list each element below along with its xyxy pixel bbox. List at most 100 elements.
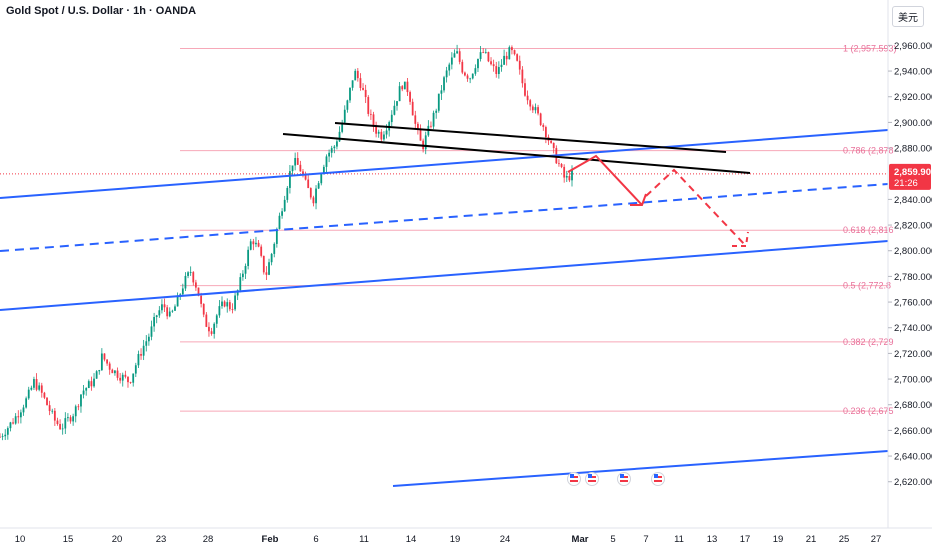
candle-body [375, 126, 378, 134]
candle-body [260, 246, 263, 256]
candle-body [529, 100, 532, 107]
candle-body [234, 295, 236, 310]
candle-body [380, 131, 383, 140]
candle-body [398, 86, 401, 102]
y-tick-label: 2,700.000 [894, 375, 932, 386]
x-tick-label: 19 [450, 534, 461, 545]
candle-body [93, 378, 95, 387]
x-tick-label: Feb [262, 534, 279, 545]
candle-body [77, 406, 80, 408]
candle-body [210, 331, 213, 334]
candle-body [333, 146, 336, 149]
candle-body [163, 304, 166, 308]
upper-channel-line [0, 129, 889, 199]
candle-body [571, 169, 573, 181]
candle-body [1, 436, 4, 438]
candle-body [249, 241, 252, 250]
fib-label: 0.5 (2,772.8 [843, 281, 891, 291]
current-price-label: 2,859.905 [894, 167, 932, 178]
x-tick-label: 11 [359, 534, 369, 545]
candle-body [563, 166, 566, 178]
y-tick-label: 2,900.000 [894, 118, 932, 129]
candle-body [147, 336, 150, 342]
candle-body [119, 377, 122, 381]
x-tick-label: 19 [773, 534, 784, 545]
candle-body [283, 199, 286, 212]
candle-body [127, 376, 129, 383]
candle-body [108, 363, 111, 370]
x-tick-label: Mar [572, 534, 589, 545]
countdown-label: 21:26 [894, 178, 918, 189]
candle-body [325, 156, 328, 167]
candle-body [273, 243, 276, 254]
candle-body [424, 135, 427, 150]
candle-body [544, 127, 547, 138]
candle-body [129, 382, 132, 383]
candle-body [6, 428, 9, 435]
y-tick-label: 2,960.000 [894, 41, 932, 52]
event-flag-icon [585, 472, 599, 486]
candle-body [53, 410, 56, 421]
candle-body [560, 164, 563, 167]
candle-body [124, 374, 127, 377]
y-tick-label: 2,640.000 [894, 452, 932, 463]
x-tick-label: 24 [500, 534, 511, 545]
candle-body [343, 109, 346, 123]
event-flag-stripe [654, 480, 662, 482]
candle-body [341, 122, 344, 132]
candle-body [393, 105, 396, 115]
candle-body [511, 47, 513, 51]
y-tick-label: 2,660.000 [894, 426, 932, 437]
candle-body [419, 128, 422, 141]
candle-body [456, 51, 458, 54]
x-tick-label: 20 [112, 534, 123, 545]
candle-body [448, 64, 451, 71]
candle-body [64, 418, 67, 429]
x-tick-label: 23 [156, 534, 167, 545]
event-flag-canton [588, 474, 592, 478]
candle-body [278, 215, 281, 229]
event-flag-canton [570, 474, 574, 478]
candle-body [336, 141, 338, 147]
candle-body [453, 53, 456, 58]
x-tick-label: 7 [643, 534, 648, 545]
candle-body [202, 303, 205, 315]
event-flag-icon [617, 472, 631, 486]
candle-body [226, 302, 229, 307]
candle-body [208, 326, 210, 332]
candle-body [22, 407, 25, 413]
candle-body [255, 242, 257, 245]
candle-body [275, 228, 278, 244]
candle-body [192, 272, 195, 283]
candle-body [513, 50, 516, 55]
candle-body [346, 100, 349, 110]
candle-body [356, 70, 359, 79]
candle-body [484, 52, 487, 53]
candle-body [385, 130, 388, 135]
candle-body [406, 81, 409, 93]
candles [0, 44, 573, 441]
y-tick-label: 2,620.000 [894, 477, 932, 488]
fib-label: 0.236 (2,675 [843, 406, 894, 416]
event-flag-icon [651, 472, 665, 486]
fib-label: 0.382 (2,729 [843, 337, 894, 347]
candle-body [328, 152, 330, 157]
candle-body [542, 124, 545, 128]
candle-body [100, 353, 103, 371]
candle-body [299, 164, 302, 172]
candle-body [497, 67, 500, 75]
currency-button[interactable]: 美元 [892, 6, 924, 27]
fib-label: 0.786 (2,878 [843, 146, 894, 156]
candle-body [168, 311, 171, 317]
event-flag-stripe [588, 480, 596, 482]
candle-body [302, 171, 304, 176]
candle-body [315, 188, 317, 204]
candle-body [221, 301, 223, 307]
candle-body [464, 72, 466, 76]
candle-body [281, 211, 283, 216]
candle-body [213, 323, 216, 334]
candle-body [364, 89, 367, 98]
candle-body [359, 78, 362, 88]
